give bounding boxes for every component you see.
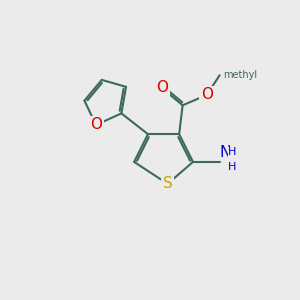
Text: O: O [201,87,213,102]
Text: O: O [90,117,102,132]
Text: S: S [163,176,172,191]
Text: H: H [228,162,236,172]
Text: N: N [220,145,231,160]
Text: methyl: methyl [223,70,257,80]
Text: O: O [156,80,168,95]
Text: H: H [228,147,236,157]
